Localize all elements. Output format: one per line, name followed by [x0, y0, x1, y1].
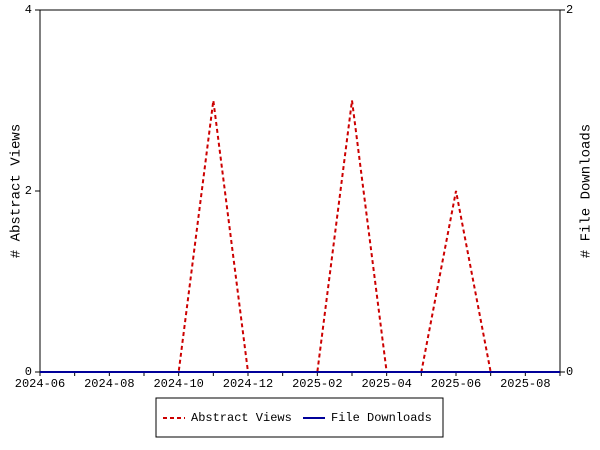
legend-label: Abstract Views: [191, 411, 292, 425]
y2-tick-label: 0: [566, 365, 573, 379]
x-tick-label: 2025-02: [292, 377, 342, 391]
plot-frame: [39, 9, 561, 373]
x-tick-label: 2024-08: [84, 377, 134, 391]
y2-axis-label: # File Downloads: [579, 124, 595, 258]
y-tick-label: 0: [25, 365, 32, 379]
x-tick-label: 2025-08: [500, 377, 550, 391]
legend-box: [155, 397, 444, 438]
x-tick-label: 2025-04: [361, 377, 411, 391]
x-tick-label: 2024-10: [153, 377, 203, 391]
series-line: [40, 100, 560, 373]
y-axis-label: # Abstract Views: [9, 124, 25, 258]
legend-label: File Downloads: [331, 411, 432, 425]
y2-tick-label: 2: [566, 3, 573, 17]
y-tick-label: 4: [25, 3, 32, 17]
x-tick-label: 2025-06: [431, 377, 481, 391]
y-tick-label: 2: [25, 184, 32, 198]
x-tick-label: 2024-12: [223, 377, 273, 391]
x-tick-label: 2024-06: [15, 377, 65, 391]
